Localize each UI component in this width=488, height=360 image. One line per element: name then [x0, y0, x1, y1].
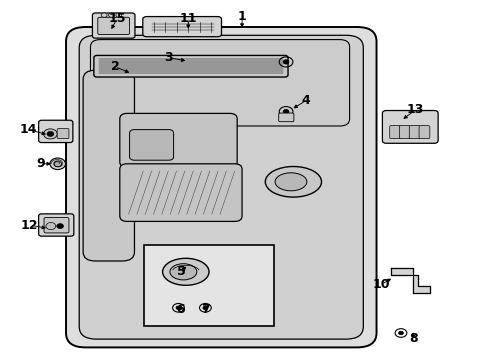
FancyBboxPatch shape [94, 55, 287, 77]
Circle shape [398, 331, 403, 335]
Text: 3: 3 [164, 51, 173, 64]
FancyBboxPatch shape [39, 120, 73, 143]
Text: 15: 15 [108, 12, 126, 24]
Circle shape [47, 131, 54, 136]
Text: 7: 7 [201, 303, 209, 316]
Circle shape [57, 224, 63, 229]
Text: 13: 13 [406, 103, 424, 116]
Circle shape [116, 13, 122, 17]
FancyBboxPatch shape [382, 111, 437, 143]
Circle shape [101, 13, 107, 17]
Circle shape [176, 306, 181, 310]
Circle shape [283, 109, 288, 114]
FancyBboxPatch shape [90, 40, 349, 126]
Text: 5: 5 [176, 265, 185, 278]
Circle shape [108, 13, 114, 17]
Text: 10: 10 [372, 278, 389, 291]
FancyBboxPatch shape [66, 27, 376, 347]
Circle shape [203, 306, 207, 310]
Text: 14: 14 [20, 123, 37, 136]
FancyBboxPatch shape [142, 17, 221, 37]
Circle shape [46, 222, 56, 230]
Text: 11: 11 [179, 12, 197, 24]
Text: 1: 1 [237, 10, 246, 23]
Text: 2: 2 [110, 60, 119, 73]
Text: 8: 8 [408, 332, 417, 345]
Ellipse shape [170, 264, 196, 280]
FancyBboxPatch shape [389, 126, 400, 139]
Circle shape [283, 60, 288, 64]
FancyBboxPatch shape [57, 129, 69, 139]
Ellipse shape [264, 166, 321, 197]
Polygon shape [390, 268, 429, 293]
FancyBboxPatch shape [92, 13, 135, 38]
Circle shape [43, 129, 57, 139]
FancyBboxPatch shape [144, 245, 273, 326]
FancyBboxPatch shape [399, 126, 409, 139]
Text: 6: 6 [176, 303, 185, 316]
FancyBboxPatch shape [39, 214, 74, 236]
FancyBboxPatch shape [98, 17, 129, 35]
FancyBboxPatch shape [129, 130, 173, 160]
Ellipse shape [162, 258, 209, 285]
Text: 4: 4 [301, 94, 309, 107]
FancyBboxPatch shape [120, 164, 242, 221]
Circle shape [54, 161, 61, 167]
Text: 12: 12 [20, 219, 38, 231]
FancyBboxPatch shape [408, 126, 419, 139]
FancyBboxPatch shape [83, 70, 134, 261]
Circle shape [50, 158, 65, 170]
Text: 9: 9 [36, 157, 45, 170]
FancyBboxPatch shape [418, 126, 429, 139]
FancyBboxPatch shape [278, 113, 293, 122]
FancyBboxPatch shape [44, 217, 69, 233]
Ellipse shape [274, 173, 306, 191]
FancyBboxPatch shape [120, 113, 237, 167]
FancyBboxPatch shape [79, 35, 363, 339]
FancyBboxPatch shape [76, 29, 368, 340]
